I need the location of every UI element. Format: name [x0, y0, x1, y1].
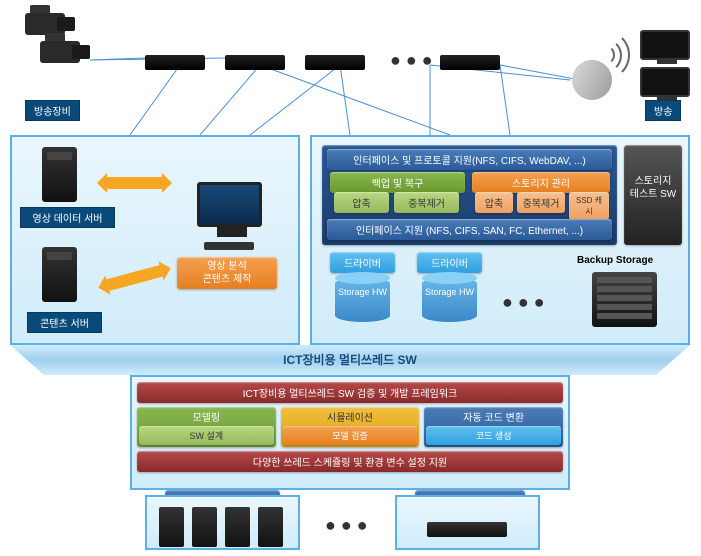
monitor-icon [197, 182, 262, 227]
dedup-box-1: 중복제거 [394, 192, 459, 213]
content-server-label: 콘텐츠 서버 [27, 312, 102, 333]
dots-icon: ● ● ● [390, 50, 433, 71]
left-panel: 영상 데이터 서버 콘텐츠 서버 영상 분석 콘텐츠 제작 [10, 135, 300, 345]
dev-server-panel [395, 495, 540, 550]
tv-icon [640, 67, 690, 97]
thread-schedule-box: 다양한 쓰레드 스케쥴링 및 환경 변수 설정 지원 [137, 451, 563, 472]
model-verify-box: 모델 검증 [283, 426, 418, 445]
video-server-label: 영상 데이터 서버 [20, 207, 115, 228]
storage-hw-cylinder: Storage HW [422, 277, 477, 322]
simulation-label: 시뮬레이션 [283, 409, 418, 424]
dots-icon: ● ● ● [502, 292, 545, 313]
pc-tower-icon [159, 507, 184, 547]
compress-box-2: 압축 [475, 192, 513, 213]
dedup-box-2: 중복제거 [517, 192, 565, 213]
auto-code-box: 자동 코드 변환 코드 생성 [424, 407, 563, 447]
storage-hw-cylinder: Storage HW [335, 277, 390, 322]
pc-tower-icon [225, 507, 250, 547]
video-analysis-label: 영상 분석 [182, 260, 272, 273]
storage-mgmt-box: 스토리지 관리 [472, 172, 610, 193]
code-gen-box: 코드 생성 [426, 426, 561, 445]
encoder-icon [225, 55, 285, 70]
top-row: 방송장비 ● ● ● 방송 [0, 5, 701, 115]
interface-support-box: 인터페이스 지원 (NFS, CIFS, SAN, FC, Ethernet, … [327, 219, 612, 240]
ict-multithread-label: ICT장비용 멀티쓰레드 SW [10, 351, 690, 368]
encoder-icon [440, 55, 500, 70]
rack-server-icon [427, 522, 507, 537]
bottom-panel: ICT장비용 멀티쓰레드 SW 검증 및 개발 프레임워크 모델링 SW 설계 … [130, 375, 570, 490]
tool-pc-panel [145, 495, 300, 550]
right-panel: 인터페이스 및 프로토콜 지원(NFS, CIFS, WebDAV, ...) … [310, 135, 690, 345]
auto-code-label: 자동 코드 변환 [426, 409, 561, 424]
compress-box-1: 압축 [334, 192, 389, 213]
pc-tower-icon [258, 507, 283, 547]
video-analysis-box: 영상 분석 콘텐츠 제작 [177, 257, 277, 289]
keyboard-icon [204, 242, 254, 250]
pc-tower-icon [192, 507, 217, 547]
bidir-arrow-icon [107, 177, 162, 189]
server-icon [42, 247, 77, 302]
tv-icon [640, 30, 690, 60]
interface-protocol-box: 인터페이스 및 프로토콜 지원(NFS, CIFS, WebDAV, ...) [327, 149, 612, 170]
modeling-box: 모델링 SW 설계 [137, 407, 276, 447]
broadcast-equipment-label: 방송장비 [25, 100, 80, 121]
storage-test-sw-label: 스토리지 테스트 SW [630, 176, 677, 200]
ict-framework-box: ICT장비용 멀티쓰레드 SW 검증 및 개발 프레임워크 [137, 382, 563, 403]
dots-icon: ● ● ● [325, 515, 368, 536]
simulation-box: 시뮬레이션 모델 검증 [281, 407, 420, 447]
sw-design-box: SW 설계 [139, 426, 274, 445]
storage-test-sw-box: 스토리지 테스트 SW [624, 145, 682, 245]
middle-band: ICT장비용 멀티쓰레드 SW [10, 345, 690, 375]
server-icon [42, 147, 77, 202]
backup-recovery-box: 백업 및 복구 [330, 172, 465, 193]
broadcast-label: 방송 [645, 100, 681, 121]
ssd-cache-box: SSD 캐시 [569, 192, 609, 220]
encoder-icon [305, 55, 365, 70]
modeling-label: 모델링 [139, 409, 274, 424]
driver-box-2: 드라이버 [417, 252, 482, 273]
backup-storage-label: Backup Storage [577, 255, 653, 266]
content-production-label: 콘텐츠 제작 [182, 273, 272, 286]
camera-icon [30, 33, 85, 68]
backup-storage-icon [592, 272, 657, 327]
driver-box-1: 드라이버 [330, 252, 395, 273]
encoder-icon [145, 55, 205, 70]
bidir-arrow-icon [106, 265, 162, 291]
